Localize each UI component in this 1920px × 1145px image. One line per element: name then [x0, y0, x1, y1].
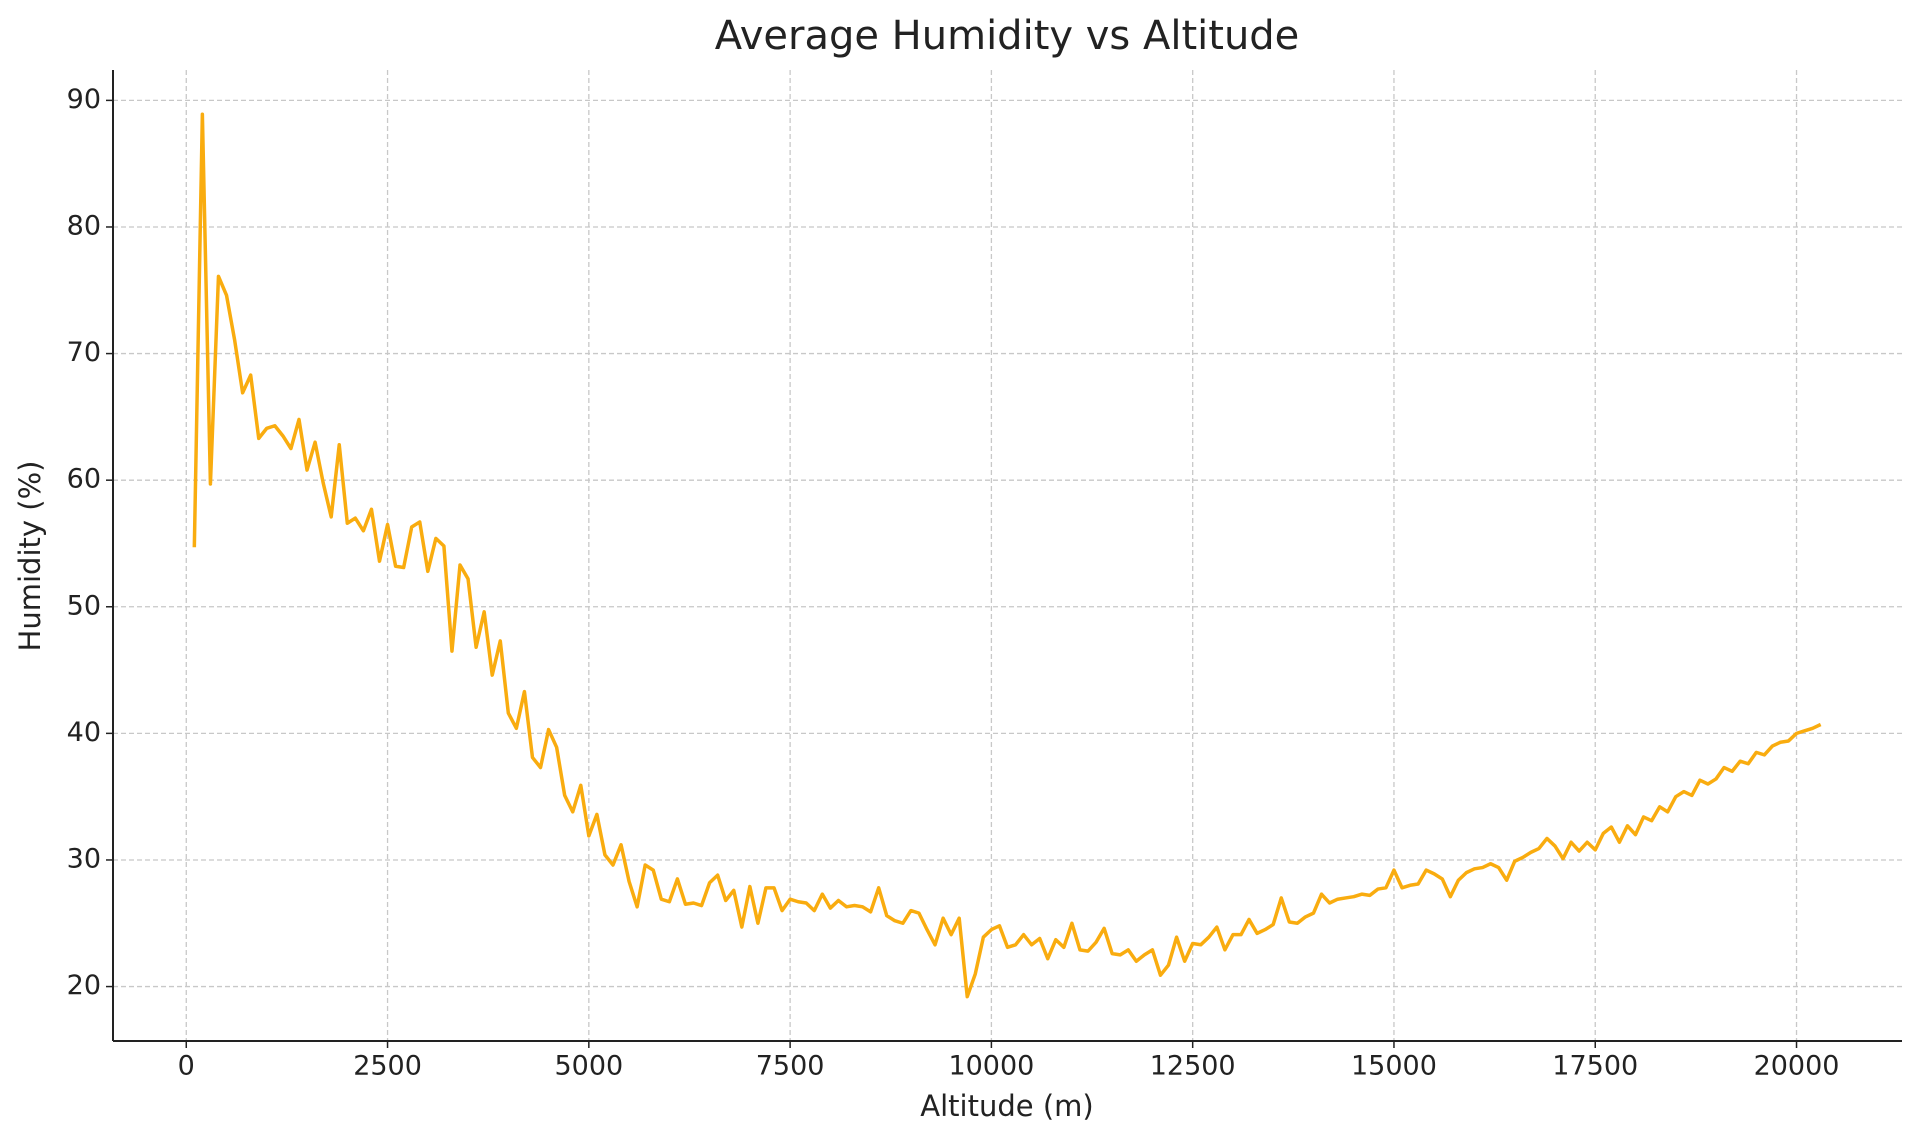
y-axis-label: Humidity (%): [13, 461, 47, 652]
x-tick-label: 20000: [1754, 1051, 1840, 1082]
y-tick-label: 30: [67, 843, 101, 874]
y-tick-label: 70: [67, 337, 101, 368]
y-tick-label: 20: [67, 970, 101, 1001]
y-tick-label: 60: [67, 464, 101, 495]
x-tick-label: 0: [178, 1051, 195, 1082]
x-tick-label: 17500: [1552, 1051, 1638, 1082]
data-line: [192, 112, 1822, 999]
y-tick-label: 40: [67, 717, 101, 748]
chart-title: Average Humidity vs Altitude: [715, 13, 1300, 59]
x-tick-label: 5000: [554, 1051, 623, 1082]
x-axis-label: Altitude (m): [920, 1089, 1093, 1123]
x-tick-label: 10000: [948, 1051, 1034, 1082]
y-tick-label: 50: [67, 590, 101, 621]
x-tick-label: 7500: [756, 1051, 825, 1082]
y-tick-label: 90: [67, 84, 101, 115]
y-tick-label: 80: [67, 210, 101, 241]
x-tick-label: 12500: [1150, 1051, 1236, 1082]
x-tick-label: 2500: [353, 1051, 422, 1082]
x-tick-label: 15000: [1351, 1051, 1437, 1082]
